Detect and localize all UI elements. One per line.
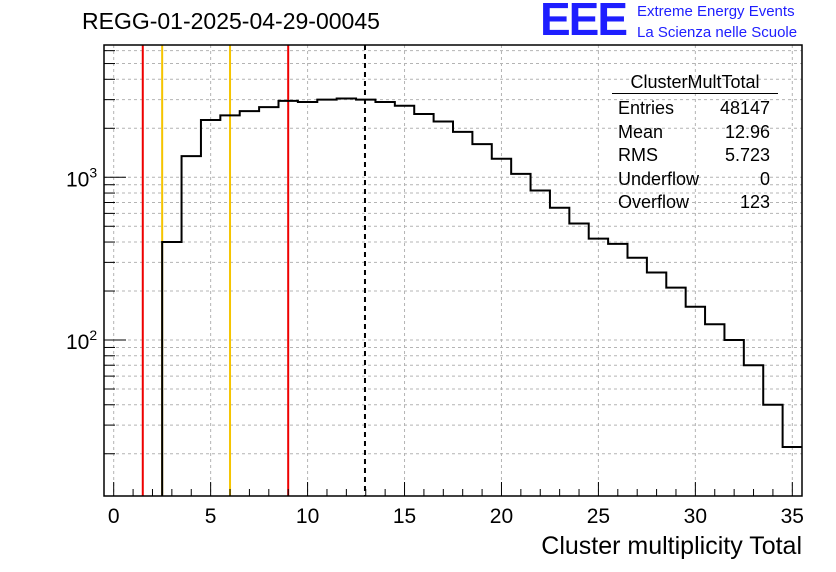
x-tick-label: 10 (296, 505, 319, 528)
x-tick-label: 15 (393, 505, 416, 528)
x-axis-label: Cluster multiplicity Total (541, 532, 802, 560)
stats-box-title: ClusterMultTotal (612, 72, 778, 94)
eee-logo: EEE (540, 0, 628, 45)
stat-value: 0 (759, 168, 770, 189)
stats-box: ClusterMultTotal Entries 48147 Mean 12.9… (612, 72, 778, 215)
stat-row-underflow: Underflow 0 (612, 168, 778, 192)
y-tick-label: 103 (66, 164, 97, 191)
stat-row-entries: Entries 48147 (612, 97, 778, 121)
stat-value: 123 (739, 192, 770, 212)
x-tick-label: 30 (684, 505, 707, 528)
stat-row-mean: Mean 12.96 (612, 121, 778, 145)
stat-value: 12.96 (724, 121, 770, 142)
marker-lines (141, 45, 366, 496)
x-tick-label: 5 (205, 505, 217, 528)
stat-label: Mean (618, 121, 664, 142)
y-tick-label: 102 (66, 327, 97, 354)
stat-label: RMS (618, 145, 658, 165)
stat-label: Entries (618, 98, 675, 118)
chart-title: REGG-01-2025-04-29-00045 (82, 8, 380, 34)
stat-value: 48147 (719, 98, 770, 118)
histogram-series (161, 97, 802, 496)
stat-row-overflow: Overflow 123 (612, 191, 778, 215)
x-tick-label: 0 (108, 505, 120, 528)
x-tick-label: 20 (490, 505, 513, 528)
stat-label: Overflow (618, 192, 690, 212)
logo-subtitle-2: La Scienza nelle Scuole (637, 24, 798, 41)
x-tick-label: 35 (781, 505, 804, 528)
stat-row-rms: RMS 5.723 (612, 144, 778, 168)
stat-label: Underflow (618, 168, 700, 189)
stat-value: 5.723 (724, 145, 770, 165)
plot-frame (103, 44, 803, 497)
axis-ticks: 0 5 10 15 20 25 30 35 103 102 (66, 50, 804, 528)
logo-subtitle-1: Extreme Energy Events (637, 3, 795, 20)
x-tick-label: 25 (587, 505, 610, 528)
